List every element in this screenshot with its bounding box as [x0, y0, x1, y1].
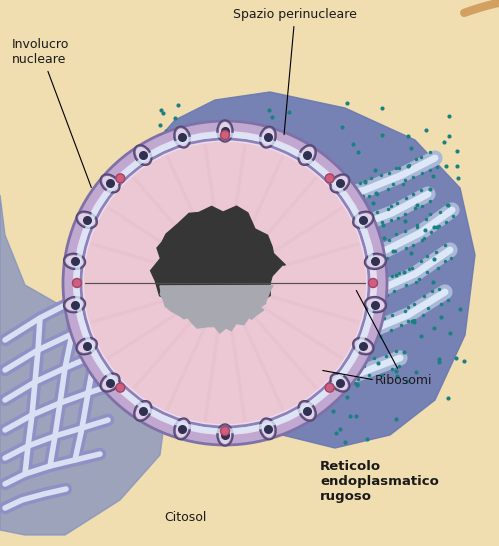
Ellipse shape — [331, 374, 349, 391]
Ellipse shape — [175, 419, 190, 438]
Circle shape — [116, 383, 125, 392]
Ellipse shape — [135, 146, 151, 164]
Text: Reticolo
endoplasmatico
rugoso: Reticolo endoplasmatico rugoso — [320, 460, 439, 503]
Ellipse shape — [77, 212, 96, 228]
Circle shape — [72, 278, 81, 288]
Text: Ribosomi: Ribosomi — [356, 290, 433, 387]
Ellipse shape — [365, 254, 385, 269]
Circle shape — [63, 121, 387, 445]
Ellipse shape — [64, 254, 84, 269]
Circle shape — [368, 278, 378, 288]
Circle shape — [116, 174, 125, 183]
Circle shape — [325, 174, 334, 183]
Polygon shape — [0, 0, 499, 372]
Ellipse shape — [354, 339, 373, 354]
Ellipse shape — [101, 374, 119, 391]
Ellipse shape — [260, 127, 275, 147]
Circle shape — [73, 131, 377, 435]
Ellipse shape — [175, 127, 190, 147]
Text: Citosol: Citosol — [164, 511, 206, 524]
Ellipse shape — [135, 402, 151, 420]
Ellipse shape — [260, 419, 275, 438]
Ellipse shape — [331, 175, 349, 192]
Ellipse shape — [299, 146, 315, 164]
Circle shape — [84, 142, 366, 424]
Ellipse shape — [101, 175, 119, 192]
Circle shape — [84, 142, 366, 424]
Ellipse shape — [218, 425, 232, 445]
Ellipse shape — [365, 298, 385, 312]
Polygon shape — [0, 195, 168, 535]
Ellipse shape — [77, 339, 96, 354]
Circle shape — [221, 130, 230, 139]
Polygon shape — [125, 92, 475, 448]
Ellipse shape — [354, 212, 373, 228]
Polygon shape — [151, 206, 285, 319]
Polygon shape — [160, 286, 273, 333]
Ellipse shape — [218, 121, 232, 141]
Circle shape — [221, 426, 230, 436]
Circle shape — [81, 139, 369, 427]
Text: Spazio perinucleare: Spazio perinucleare — [233, 8, 357, 135]
Circle shape — [325, 383, 334, 392]
Ellipse shape — [299, 402, 315, 420]
Ellipse shape — [64, 298, 84, 312]
Text: Involucro
nucleare: Involucro nucleare — [12, 38, 91, 187]
